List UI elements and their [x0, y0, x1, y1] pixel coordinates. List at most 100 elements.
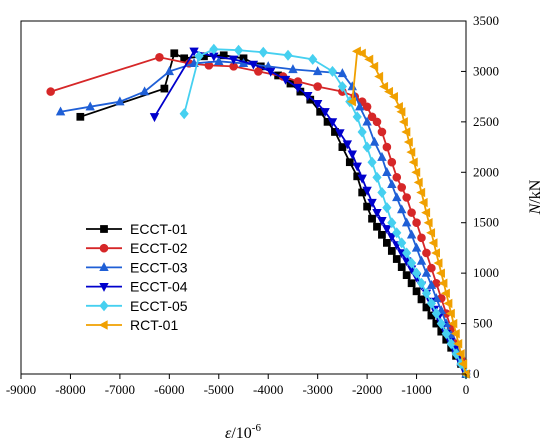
series-ecct-05: [179, 43, 471, 380]
data-point-ecct-04: [362, 186, 372, 196]
data-point-ecct-03: [369, 136, 380, 146]
x-axis-title: ε/10-6: [225, 422, 261, 442]
data-point-ecct-01: [368, 214, 376, 223]
data-point-ecct-02: [417, 233, 426, 243]
data-point-rct-01: [347, 96, 356, 107]
data-point-rct-01: [438, 278, 448, 288]
x-tick-label: 0: [463, 382, 470, 397]
data-point-ecct-02: [392, 173, 402, 182]
y-tick-label: 3000: [473, 63, 499, 78]
data-point-rct-01: [356, 48, 366, 58]
data-point-rct-01: [389, 91, 398, 102]
y-tick-label: 0: [473, 366, 480, 381]
data-point-ecct-01: [422, 303, 431, 312]
data-point-ecct-03: [337, 68, 348, 78]
x-tick-label: -1000: [401, 382, 431, 397]
data-point-rct-01: [448, 318, 458, 329]
data-point-ecct-04: [352, 162, 362, 172]
data-point-ecct-02: [412, 218, 421, 228]
data-point-rct-01: [421, 207, 431, 218]
x-tick-label: -6000: [154, 382, 184, 397]
data-point-ecct-05: [431, 307, 441, 319]
y-axis-title: N/kN: [527, 179, 544, 215]
data-point-ecct-05: [392, 227, 402, 239]
data-point-ecct-03: [406, 229, 417, 239]
y-tick-label: 2500: [473, 114, 499, 129]
y-tick-label: 3500: [473, 13, 499, 28]
y-tick-label: 2000: [473, 164, 499, 179]
data-point-ecct-04: [280, 75, 291, 85]
data-point-ecct-01: [219, 51, 228, 60]
data-point-ecct-05: [446, 338, 456, 350]
data-point-ecct-05: [209, 43, 219, 55]
y-tick-label: 1500: [473, 215, 499, 230]
data-point-rct-01: [436, 268, 445, 278]
data-point-ecct-01: [392, 255, 401, 263]
plot-frame: [20, 20, 467, 375]
data-point-ecct-05: [337, 81, 347, 93]
data-point-rct-01: [401, 127, 411, 137]
data-point-ecct-02: [387, 157, 397, 167]
legend: ECCT-01 ECCT-02 ECCT-03 ECCT-04 ECCT-05 RCT-0…: [86, 221, 188, 333]
data-point-ecct-01: [76, 112, 85, 121]
x-axis-symbol: ε: [225, 425, 232, 442]
legend-item-ecct-05: ECCT-05: [86, 298, 188, 314]
data-point-ecct-04: [149, 113, 160, 123]
data-point-ecct-03: [387, 179, 397, 189]
data-point-ecct-05: [258, 46, 268, 58]
data-point-ecct-03: [426, 279, 437, 289]
data-point-rct-01: [440, 288, 450, 299]
y-tick-label: 500: [473, 316, 493, 331]
data-point-ecct-04: [377, 217, 387, 226]
legend-marker: [99, 262, 109, 272]
legend-marker: [99, 243, 109, 253]
data-point-ecct-05: [327, 65, 338, 77]
data-point-ecct-03: [85, 101, 95, 111]
data-point-ecct-05: [421, 287, 432, 299]
data-point-ecct-03: [288, 64, 298, 74]
data-point-ecct-04: [265, 67, 276, 77]
data-point-rct-01: [351, 46, 361, 56]
data-point-ecct-01: [378, 230, 386, 239]
data-point-ecct-03: [139, 86, 150, 96]
x-axis: -9000 -8000 -7000 -6000 -5000 -4000 -3000 -2000…: [6, 374, 469, 397]
legend-label: ECCT-03: [130, 259, 188, 275]
data-point-ecct-02: [313, 82, 322, 91]
data-point-ecct-01: [387, 247, 396, 255]
legend-item-ecct-03: ECCT-03: [86, 259, 188, 275]
data-point-rct-01: [403, 137, 413, 147]
data-point-ecct-05: [436, 318, 446, 330]
data-point-ecct-01: [402, 271, 411, 280]
data-point-rct-01: [445, 308, 455, 319]
legend-label: RCT-01: [130, 317, 178, 333]
data-point-ecct-01: [338, 143, 347, 151]
data-point-ecct-05: [382, 202, 392, 214]
data-point-rct-01: [426, 228, 436, 238]
data-point-rct-01: [411, 167, 421, 177]
data-point-ecct-01: [412, 287, 421, 296]
data-point-ecct-02: [155, 53, 164, 62]
data-point-ecct-05: [283, 49, 293, 61]
data-point-rct-01: [418, 197, 428, 208]
data-point-ecct-03: [401, 217, 412, 227]
data-point-ecct-03: [354, 101, 365, 111]
data-point-ecct-01: [407, 279, 416, 288]
legend-item-ecct-02: ECCT-02: [86, 240, 188, 256]
data-point-ecct-04: [228, 55, 239, 65]
series-rct-01: [347, 46, 470, 379]
data-point-ecct-02: [382, 142, 392, 152]
data-point-rct-01: [398, 117, 408, 127]
data-point-ecct-05: [372, 171, 382, 183]
data-point-ecct-05: [441, 328, 451, 340]
data-point-ecct-04: [342, 140, 353, 150]
x-tick-label: -7000: [105, 382, 135, 397]
x-tick-label: -2000: [352, 382, 382, 397]
x-tick-label: -4000: [253, 382, 283, 397]
legend-item-ecct-04: ECCT-04: [86, 279, 188, 295]
data-point-ecct-05: [362, 141, 372, 153]
legend-label: ECCT-01: [130, 221, 188, 237]
data-point-ecct-05: [416, 277, 427, 289]
legend-marker: [98, 320, 108, 330]
data-point-ecct-04: [372, 208, 382, 218]
data-point-ecct-04: [382, 225, 392, 235]
